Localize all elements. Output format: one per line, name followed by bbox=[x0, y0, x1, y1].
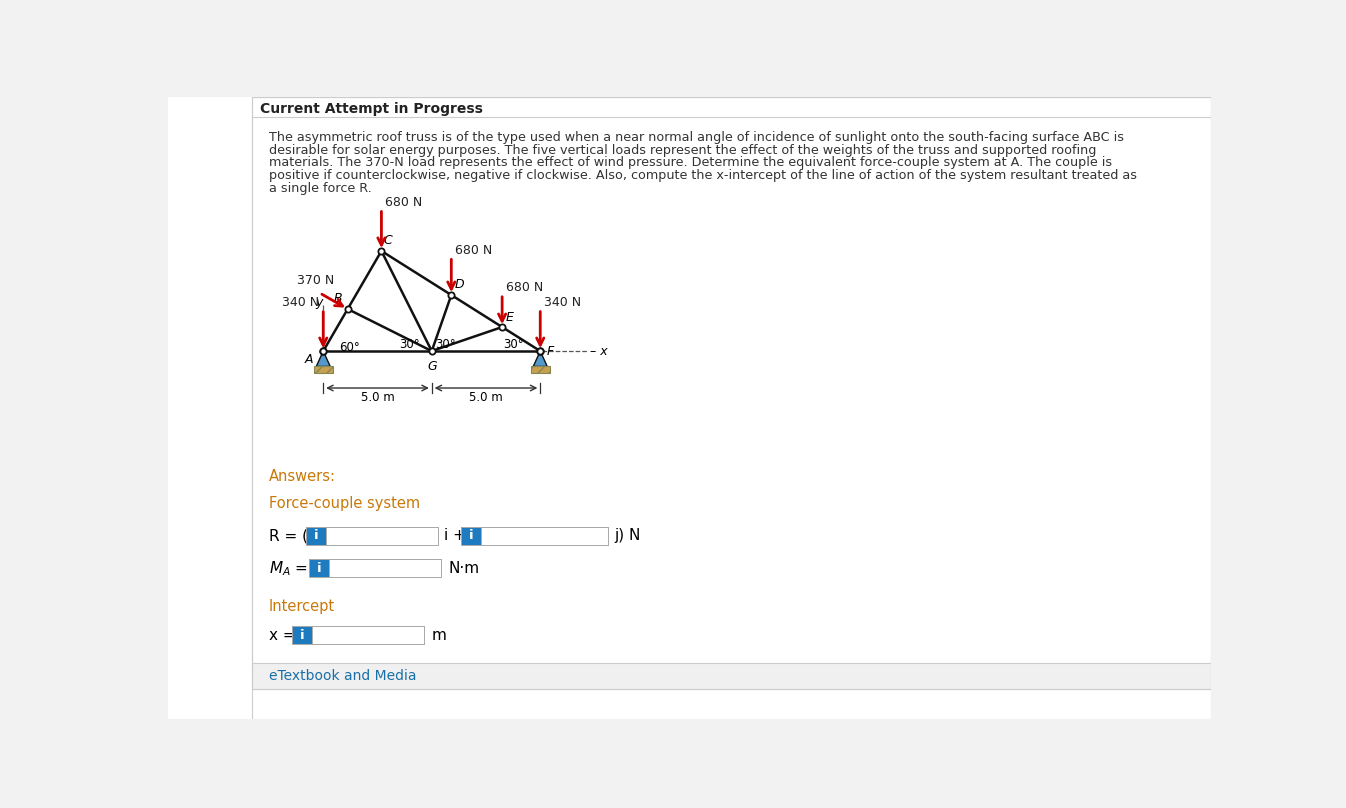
Bar bbox=[462, 527, 608, 545]
Text: 30°: 30° bbox=[436, 338, 456, 351]
Text: Current Attempt in Progress: Current Attempt in Progress bbox=[260, 103, 483, 116]
Text: y: y bbox=[315, 296, 322, 309]
Text: i: i bbox=[468, 529, 474, 542]
Text: N·m: N·m bbox=[448, 561, 481, 576]
Text: E: E bbox=[505, 311, 513, 324]
Bar bbox=[312, 626, 424, 645]
Bar bbox=[530, 367, 549, 373]
Bar bbox=[310, 559, 330, 578]
Text: 370 N: 370 N bbox=[297, 274, 334, 287]
Text: F: F bbox=[546, 345, 553, 358]
Text: Answers:: Answers: bbox=[269, 469, 336, 484]
Text: B: B bbox=[334, 292, 342, 305]
Bar bbox=[482, 527, 608, 545]
Bar bbox=[326, 527, 437, 545]
Text: i: i bbox=[300, 629, 304, 642]
Polygon shape bbox=[316, 351, 330, 367]
Bar bbox=[292, 626, 312, 645]
Text: i: i bbox=[318, 562, 322, 574]
Bar bbox=[306, 527, 437, 545]
Text: a single force R.: a single force R. bbox=[269, 182, 371, 195]
Bar bbox=[310, 559, 441, 578]
Text: A: A bbox=[304, 353, 314, 366]
Text: 680 N: 680 N bbox=[455, 243, 493, 256]
Text: $M_A$ =: $M_A$ = bbox=[269, 559, 308, 578]
Text: m: m bbox=[432, 628, 447, 642]
Bar bbox=[330, 559, 441, 578]
Text: D: D bbox=[455, 278, 464, 291]
Text: positive if counterclockwise, negative if clockwise. Also, compute the x-interce: positive if counterclockwise, negative i… bbox=[269, 169, 1137, 182]
Text: 30°: 30° bbox=[503, 338, 524, 351]
Text: 60°: 60° bbox=[339, 342, 359, 355]
Text: j) N: j) N bbox=[615, 528, 641, 543]
Text: – x: – x bbox=[590, 345, 607, 358]
Bar bbox=[306, 527, 326, 545]
Text: Force-couple system: Force-couple system bbox=[269, 496, 420, 511]
Text: 680 N: 680 N bbox=[506, 281, 544, 294]
Text: 340 N: 340 N bbox=[283, 296, 319, 309]
Text: i: i bbox=[314, 529, 319, 542]
Text: i +: i + bbox=[444, 528, 466, 543]
Text: desirable for solar energy purposes. The five vertical loads represent the effec: desirable for solar energy purposes. The… bbox=[269, 144, 1097, 157]
Text: eTextbook and Media: eTextbook and Media bbox=[269, 669, 416, 683]
Text: R = (: R = ( bbox=[269, 528, 308, 543]
Bar bbox=[462, 527, 482, 545]
Text: G: G bbox=[427, 360, 436, 372]
Polygon shape bbox=[533, 351, 548, 367]
Text: 340 N: 340 N bbox=[544, 296, 581, 309]
Text: C: C bbox=[384, 234, 393, 247]
Bar bbox=[314, 367, 332, 373]
Text: materials. The 370-N load represents the effect of wind pressure. Determine the : materials. The 370-N load represents the… bbox=[269, 156, 1112, 169]
Text: 680 N: 680 N bbox=[385, 196, 423, 208]
Text: Intercept: Intercept bbox=[269, 599, 335, 614]
Text: 30°: 30° bbox=[400, 338, 420, 351]
Text: The asymmetric roof truss is of the type used when a near normal angle of incide: The asymmetric roof truss is of the type… bbox=[269, 131, 1124, 144]
Text: 5.0 m: 5.0 m bbox=[470, 391, 503, 404]
Text: x =: x = bbox=[269, 628, 296, 642]
Bar bbox=[252, 663, 1211, 689]
Bar bbox=[292, 626, 424, 645]
Text: 5.0 m: 5.0 m bbox=[361, 391, 394, 404]
